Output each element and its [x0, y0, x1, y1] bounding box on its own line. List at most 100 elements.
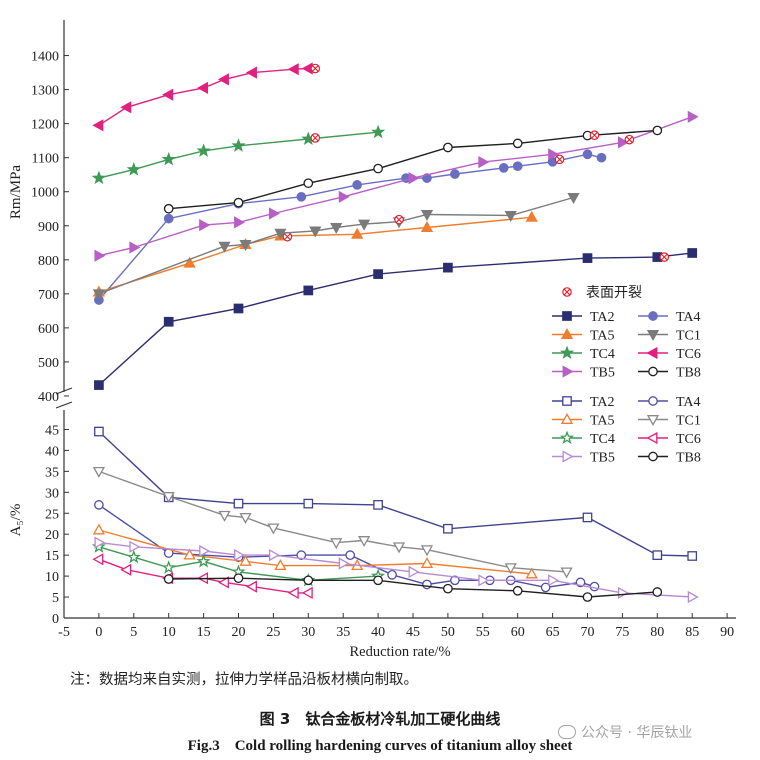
- y-tick-label-upper: 500: [38, 356, 59, 371]
- lower-data-point-tc1: [504, 563, 517, 575]
- lower-data-point-ta4: [94, 500, 104, 510]
- legend-lower-label: TB8: [676, 451, 701, 466]
- upper-data-point-tc4: [126, 162, 141, 176]
- upper-crack-point-tc4: [312, 134, 319, 142]
- lower-data-point-ta2: [94, 426, 104, 437]
- lower-data-point-ta4: [589, 581, 600, 592]
- legend-upper-label: TA5: [590, 329, 615, 344]
- lower-data-point-tc1: [560, 567, 573, 579]
- x-tick-label: 50: [441, 625, 455, 640]
- upper-data-point-tc1: [420, 210, 434, 222]
- lower-data-point-ta2: [303, 498, 314, 509]
- x-tick-label: 15: [197, 625, 211, 640]
- upper-data-point-tc6: [287, 63, 299, 76]
- lower-data-point-ta2: [687, 551, 698, 561]
- y-tick-label-lower: 10: [45, 570, 59, 585]
- lower-data-point-tb8: [512, 585, 523, 596]
- upper-data-point-tc4: [196, 143, 211, 157]
- lower-data-point-tc6: [287, 586, 299, 600]
- legend-lower-marker: [562, 450, 574, 463]
- legend-upper-label: TB8: [676, 366, 701, 381]
- lower-data-point-tc6: [120, 563, 132, 576]
- x-tick-label: 45: [406, 625, 420, 640]
- legend-lower-label: TA5: [590, 414, 615, 429]
- lower-series-line-tb8: [168, 577, 658, 598]
- legend-upper-marker: [646, 346, 658, 360]
- upper-data-point-tc1: [357, 219, 371, 231]
- upper-data-point-tb5: [478, 155, 490, 169]
- upper-data-point-tc4: [371, 124, 386, 139]
- legend-lower-label: TC1: [676, 414, 701, 429]
- legend-upper-label: TB5: [590, 366, 615, 381]
- lower-data-point-tb8: [373, 575, 383, 586]
- y-tick-label-upper: 1400: [31, 50, 59, 65]
- lower-data-point-ta2: [233, 498, 244, 509]
- lower-data-point-ta4: [540, 582, 551, 593]
- upper-data-point-tc4: [231, 138, 246, 152]
- legend-upper-marker: [562, 311, 572, 321]
- legend-upper-marker: [646, 330, 660, 342]
- upper-data-point-ta4: [582, 149, 593, 160]
- legend-upper-marker: [648, 366, 658, 377]
- upper-data-point-ta4: [596, 152, 607, 163]
- upper-data-point-tb8: [373, 163, 383, 174]
- lower-data-point-tb5: [338, 557, 350, 570]
- legend-lower-marker: [559, 430, 575, 445]
- lower-data-point-tc6: [245, 580, 257, 593]
- lower-data-point-ta5: [274, 559, 287, 571]
- upper-data-point-ta4: [352, 180, 363, 190]
- chart: -5 0 5 10 15 20 25 30 35 40 45 50 55 60 65 70 75 80 85 90Re…: [8, 20, 736, 660]
- lower-data-point-ta5: [239, 554, 252, 566]
- upper-data-point-tb8: [512, 138, 523, 149]
- x-tick-label: 0: [95, 625, 102, 640]
- legend-upper-label: TC4: [590, 347, 615, 362]
- upper-data-point-ta2: [163, 316, 174, 327]
- lower-data-point-ta5: [183, 548, 196, 560]
- legend-lower-label: TB5: [590, 451, 615, 466]
- figure-caption-en: Fig.3 Cold rolling hardening curves of t…: [187, 738, 573, 754]
- data-source-note: 注：数据均来自实测，拉伸力学样品沿板材横向制取。: [70, 672, 418, 688]
- upper-data-point-ta2: [443, 262, 453, 273]
- upper-data-point-tb5: [338, 190, 350, 203]
- lower-data-point-tb8: [163, 574, 174, 584]
- x-tick-label: -5: [58, 625, 70, 640]
- upper-data-point-tc4: [161, 151, 176, 166]
- legend-lower-label: TA2: [590, 395, 615, 410]
- upper-series-line-tb8: [168, 129, 658, 210]
- lower-data-point-ta2: [373, 500, 383, 510]
- lower-data-point-tc4: [196, 553, 211, 568]
- upper-data-point-tc1: [309, 226, 322, 238]
- y-tick-label-lower: 35: [45, 465, 59, 480]
- legend-lower-marker: [648, 396, 658, 406]
- axis-break-mark: [55, 387, 73, 395]
- y-tick-label-lower: 0: [52, 612, 59, 627]
- lower-data-point-tb5: [617, 586, 629, 600]
- upper-data-point-ta2: [303, 285, 314, 296]
- lower-data-point-tc1: [267, 523, 280, 535]
- upper-data-point-tb5: [199, 218, 211, 232]
- x-tick-label: 65: [546, 625, 560, 640]
- lower-data-point-tc1: [239, 512, 252, 524]
- lower-data-point-tc6: [301, 586, 313, 600]
- lower-data-point-tb5: [199, 544, 211, 558]
- upper-data-point-tb5: [268, 207, 280, 220]
- legend-upper-marker: [559, 345, 575, 360]
- upper-data-point-ta2: [233, 303, 244, 314]
- x-tick-label: 25: [266, 625, 280, 640]
- upper-data-point-tc1: [567, 193, 580, 205]
- lower-data-point-tc1: [162, 492, 175, 504]
- y-tick-label-lower: 40: [45, 444, 59, 459]
- upper-data-point-ta2: [582, 253, 593, 263]
- lower-data-point-tb5: [478, 574, 490, 587]
- x-tick-label: 20: [232, 625, 246, 640]
- y-tick-label-upper: 400: [38, 390, 59, 405]
- legend-upper-marker: [560, 327, 574, 339]
- upper-data-point-ta4: [296, 191, 307, 202]
- y-tick-label-upper: 1300: [31, 84, 59, 99]
- y-tick-label-lower: 25: [45, 507, 59, 522]
- upper-crack-point-ta5: [284, 233, 291, 240]
- y-tick-label-upper: 900: [38, 220, 59, 235]
- lower-data-point-tc4: [126, 549, 141, 564]
- y-tick-label-upper: 1100: [32, 152, 59, 167]
- upper-data-point-ta2: [687, 248, 698, 258]
